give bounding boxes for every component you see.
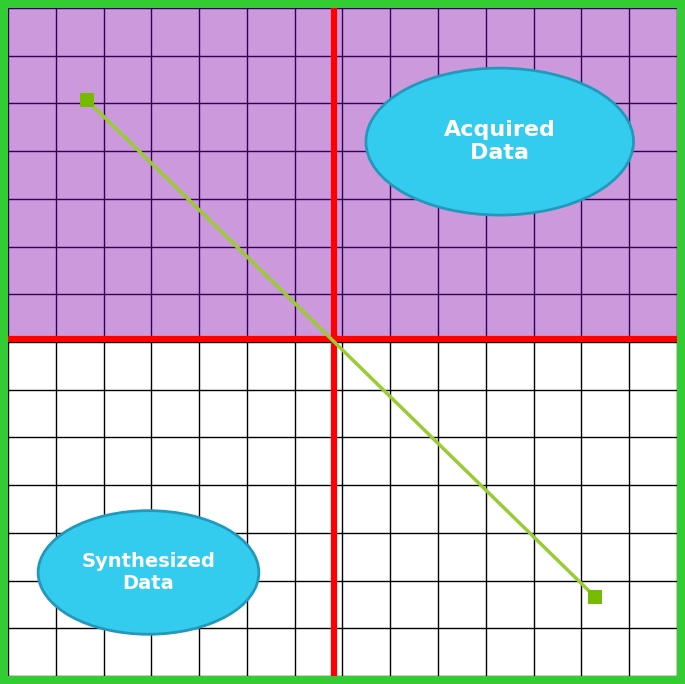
Bar (0, 676, 685, 684)
Text: Synthesized
Data: Synthesized Data (82, 552, 215, 593)
Text: Acquired
Data: Acquired Data (444, 120, 556, 163)
Bar (677, 0, 685, 684)
Bar (0, 0, 685, 8)
Bar (0, 0, 8, 684)
Ellipse shape (366, 68, 634, 215)
Bar (80, 93, 94, 107)
Bar (588, 590, 602, 604)
Bar (8, 339, 677, 676)
Ellipse shape (38, 511, 259, 634)
Bar (8, 8, 677, 339)
